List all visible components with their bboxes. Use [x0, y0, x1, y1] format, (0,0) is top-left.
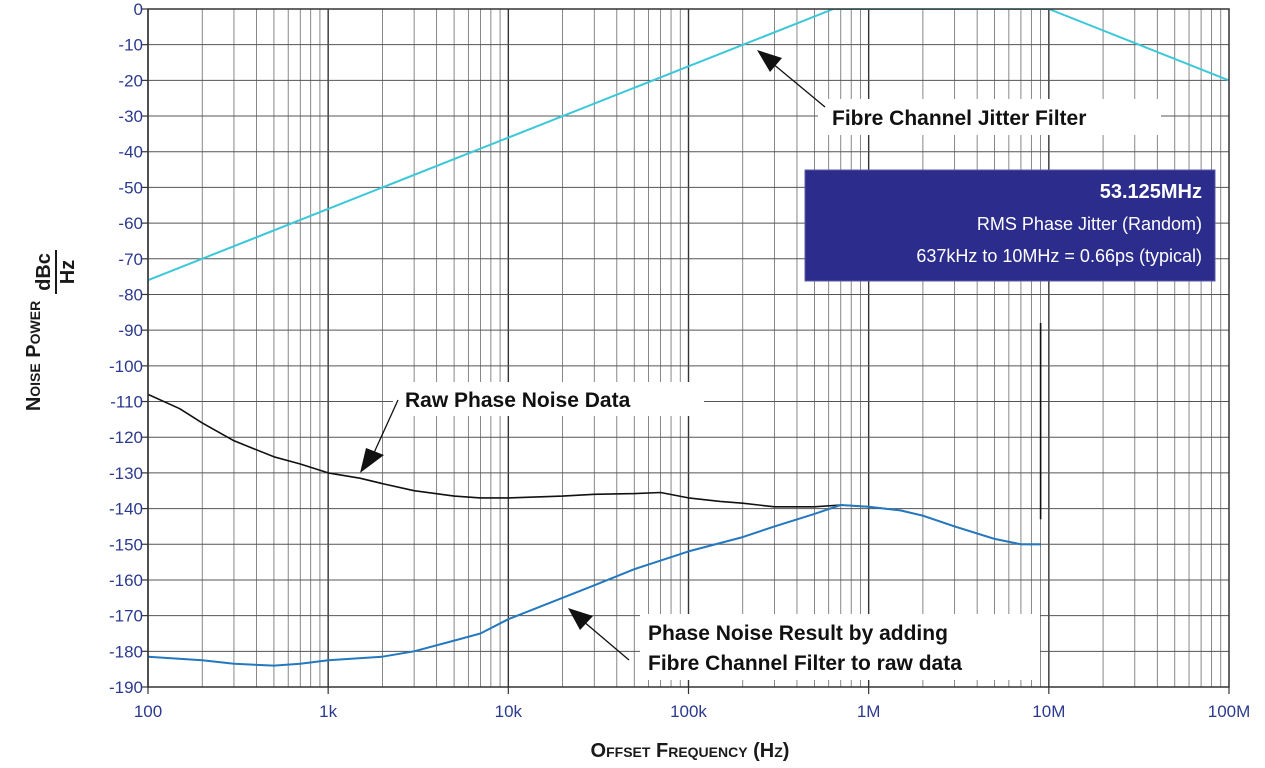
x-tick-label: 100M — [1208, 702, 1251, 721]
y-axis-title-group: Noise Power — [23, 301, 45, 411]
y-tick-label: -190 — [109, 678, 143, 697]
annotation-raw-arrow-shaft — [372, 399, 399, 456]
annotation-result-arrowhead — [568, 608, 593, 630]
y-tick-label: -20 — [118, 71, 143, 90]
x-tick-label: 1k — [319, 702, 337, 721]
y-tick-label: -90 — [118, 321, 143, 340]
y-tick-label: -160 — [109, 571, 143, 590]
annotation-filter-label: Fibre Channel Jitter Filter — [832, 107, 1086, 130]
y-axis-unit-numerator: dBc — [33, 253, 55, 291]
series-line-result — [148, 504, 1041, 667]
x-axis-title: Offset Frequency (Hz) — [591, 740, 790, 762]
jitter-info-line1: RMS Phase Jitter (Random) — [977, 214, 1202, 234]
y-tick-labels: 0 -10 -20 -30 -40 -50 -60 -70 -80 -90 -100 -110 -120… — [109, 0, 143, 697]
y-tick-label: -100 — [109, 357, 143, 376]
y-tick-label: -10 — [118, 36, 143, 55]
y-tick-label: -50 — [118, 178, 143, 197]
series-line-filter — [148, 9, 1229, 282]
y-tick-label: -150 — [109, 535, 143, 554]
jitter-info-line2: 637kHz to 10MHz = 0.66ps (typical) — [916, 246, 1202, 266]
annotation-result-label-line2: Fibre Channel Filter to raw data — [648, 652, 962, 675]
y-tick-label: -140 — [109, 500, 143, 519]
y-axis-title: Noise Power — [23, 301, 45, 411]
x-tick-label: 100 — [134, 702, 162, 721]
annotation-raw: Raw Phase Noise Data — [360, 382, 704, 473]
x-tick-labels: 100 1k 10k 100k 1M 10M 100M — [134, 702, 1250, 721]
x-tick-label: 10k — [495, 702, 523, 721]
annotation-raw-arrowhead — [360, 448, 384, 473]
annotation-filter-arrowhead — [757, 50, 782, 72]
y-tick-label: -30 — [118, 107, 143, 126]
y-tick-label: 0 — [134, 0, 143, 19]
annotation-filter-label-bg — [818, 99, 1161, 135]
x-tick-label: 1M — [857, 702, 881, 721]
annotation-raw-label-bg — [393, 382, 704, 416]
plot-frame — [147, 8, 1230, 688]
series-group — [148, 9, 1229, 667]
y-tick-label: -60 — [118, 214, 143, 233]
y-tick-label: -130 — [109, 464, 143, 483]
annotation-result-arrow-shaft — [582, 620, 630, 661]
y-tick-label: -180 — [109, 642, 143, 661]
annotation-result-label-line1: Phase Noise Result by adding — [648, 622, 948, 645]
y-axis-unit-group: dBc Hz — [33, 250, 79, 294]
jitter-info-box-background — [804, 169, 1216, 282]
y-axis-unit-denominator: Hz — [57, 260, 79, 284]
annotation-result-label-bg — [640, 614, 1040, 680]
x-tick-label: 100k — [670, 702, 707, 721]
jitter-info-title: 53.125MHz — [1100, 181, 1202, 203]
grid — [141, 8, 1230, 694]
y-tick-label: -80 — [118, 285, 143, 304]
annotation-raw-label: Raw Phase Noise Data — [405, 389, 631, 412]
y-tick-label: -110 — [110, 393, 143, 412]
y-tick-label: -70 — [118, 250, 143, 269]
jitter-info-box: 53.125MHz RMS Phase Jitter (Random) 637k… — [804, 169, 1216, 282]
y-tick-label: -120 — [109, 428, 143, 447]
x-tick-label: 10M — [1032, 702, 1065, 721]
annotation-result: Phase Noise Result by adding Fibre Chann… — [568, 608, 1040, 680]
annotation-filter-arrow-shaft — [771, 62, 826, 108]
y-tick-label: -40 — [118, 143, 143, 162]
annotation-filter: Fibre Channel Jitter Filter — [757, 50, 1161, 135]
y-tick-label: -170 — [109, 607, 143, 626]
